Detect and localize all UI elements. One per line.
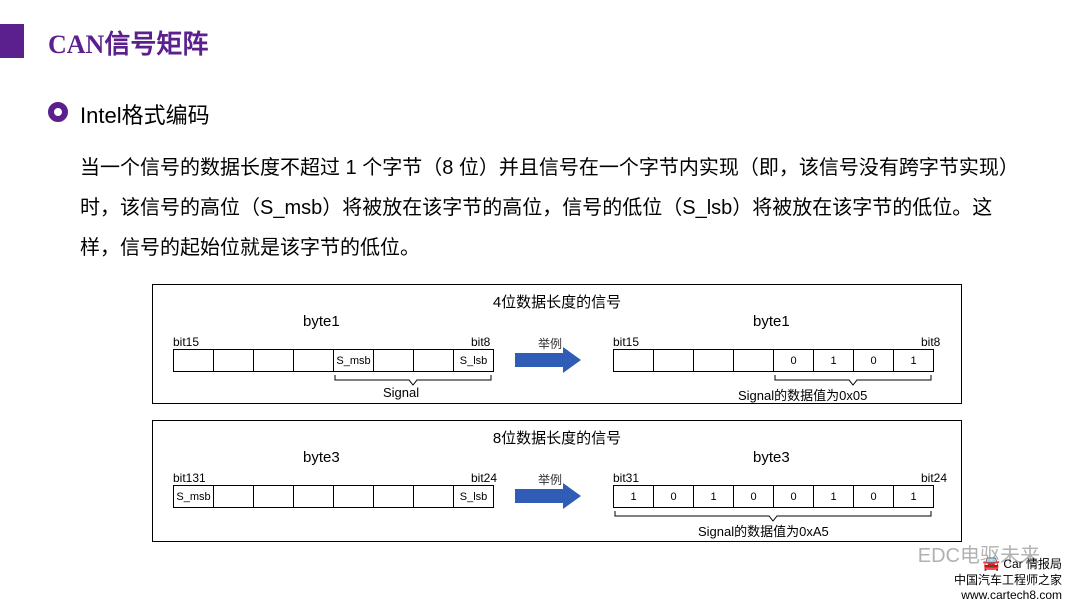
byte-label: byte1 (303, 313, 340, 330)
diagram-4bit-signal: 4位数据长度的信号 byte1 bit15 bit8 S_msb S_lsb Si… (152, 284, 962, 404)
bit-cell: 1 (814, 350, 854, 372)
bit-cell (694, 350, 734, 372)
bit-cell: S_msb (334, 350, 374, 372)
bit-cell: 1 (614, 486, 654, 508)
diagram1-caption: 4位数据长度的信号 (153, 291, 961, 312)
car-icon: 🚘 (983, 554, 1000, 572)
byte-table-left: S_msb S_lsb (173, 349, 494, 372)
bit-cell: 1 (894, 486, 934, 508)
signal-caption: Signal的数据值为0x05 (738, 385, 867, 404)
car-label: Car 情报局 (1003, 557, 1062, 571)
section-subtitle: Intel格式编码 (80, 98, 210, 130)
bit-cell: 0 (774, 350, 814, 372)
bit-cell (414, 350, 454, 372)
bit-cell: 1 (894, 350, 934, 372)
footer-line2: www.cartech8.com (961, 588, 1062, 602)
bit-label-left: bit15 (613, 335, 639, 349)
bit-cell (174, 350, 214, 372)
bit-cell (614, 350, 654, 372)
bit-label-right: bit8 (921, 335, 940, 349)
accent-bar (0, 24, 24, 58)
bit-cell (374, 350, 414, 372)
bit-cell: S_msb (174, 486, 214, 508)
bit-cell (334, 486, 374, 508)
page-title: CAN信号矩阵 (48, 24, 208, 61)
bit-cell (734, 350, 774, 372)
byte-label: byte3 (753, 449, 790, 466)
byte-table-right: 10100101 (613, 485, 934, 508)
bit-cell: 0 (854, 486, 894, 508)
bit-cell: 0 (734, 486, 774, 508)
bit-label-right: bit24 (921, 471, 947, 485)
bit-cell: 1 (694, 486, 734, 508)
bit-cell (294, 486, 334, 508)
arrow-icon (513, 347, 583, 373)
bit-cell: 0 (654, 486, 694, 508)
watermark-footer: 🚘 Car 情报局 中国汽车工程师之家 www.cartech8.com (954, 554, 1062, 604)
bit-cell (654, 350, 694, 372)
bit-label-left: bit31 (613, 471, 639, 485)
byte-label: byte1 (753, 313, 790, 330)
bit-label-left: bit131 (173, 471, 206, 485)
bit-cell: S_lsb (454, 350, 494, 372)
byte-table-right: 0101 (613, 349, 934, 372)
arrow-icon (513, 483, 583, 509)
footer-line1: 中国汽车工程师之家 (954, 573, 1062, 587)
diagram-8bit-signal: 8位数据长度的信号 byte3 bit131 bit24 S_msbS_lsb … (152, 420, 962, 542)
bit-cell (214, 486, 254, 508)
body-paragraph: 当一个信号的数据长度不超过 1 个字节（8 位）并且信号在一个字节内实现（即，该… (80, 148, 1032, 268)
bit-cell (414, 486, 454, 508)
signal-caption: Signal (383, 385, 419, 400)
bit-cell: 0 (854, 350, 894, 372)
byte-table-left: S_msb S_lsb (173, 485, 494, 508)
bullet-ring-icon (48, 102, 68, 122)
bit-label-left: bit15 (173, 335, 199, 349)
signal-caption: Signal的数据值为0xA5 (698, 521, 829, 540)
bit-cell (294, 350, 334, 372)
diagram2-caption: 8位数据长度的信号 (153, 427, 961, 448)
bit-label-right: bit8 (471, 335, 490, 349)
bit-cell (214, 350, 254, 372)
byte-label: byte3 (303, 449, 340, 466)
bracket-icon (173, 373, 493, 389)
bit-cell: S_lsb (454, 486, 494, 508)
bit-cell (254, 350, 294, 372)
bit-cell: 0 (774, 486, 814, 508)
bit-cell (254, 486, 294, 508)
bit-label-right: bit24 (471, 471, 497, 485)
bit-cell: 1 (814, 486, 854, 508)
bit-cell (374, 486, 414, 508)
